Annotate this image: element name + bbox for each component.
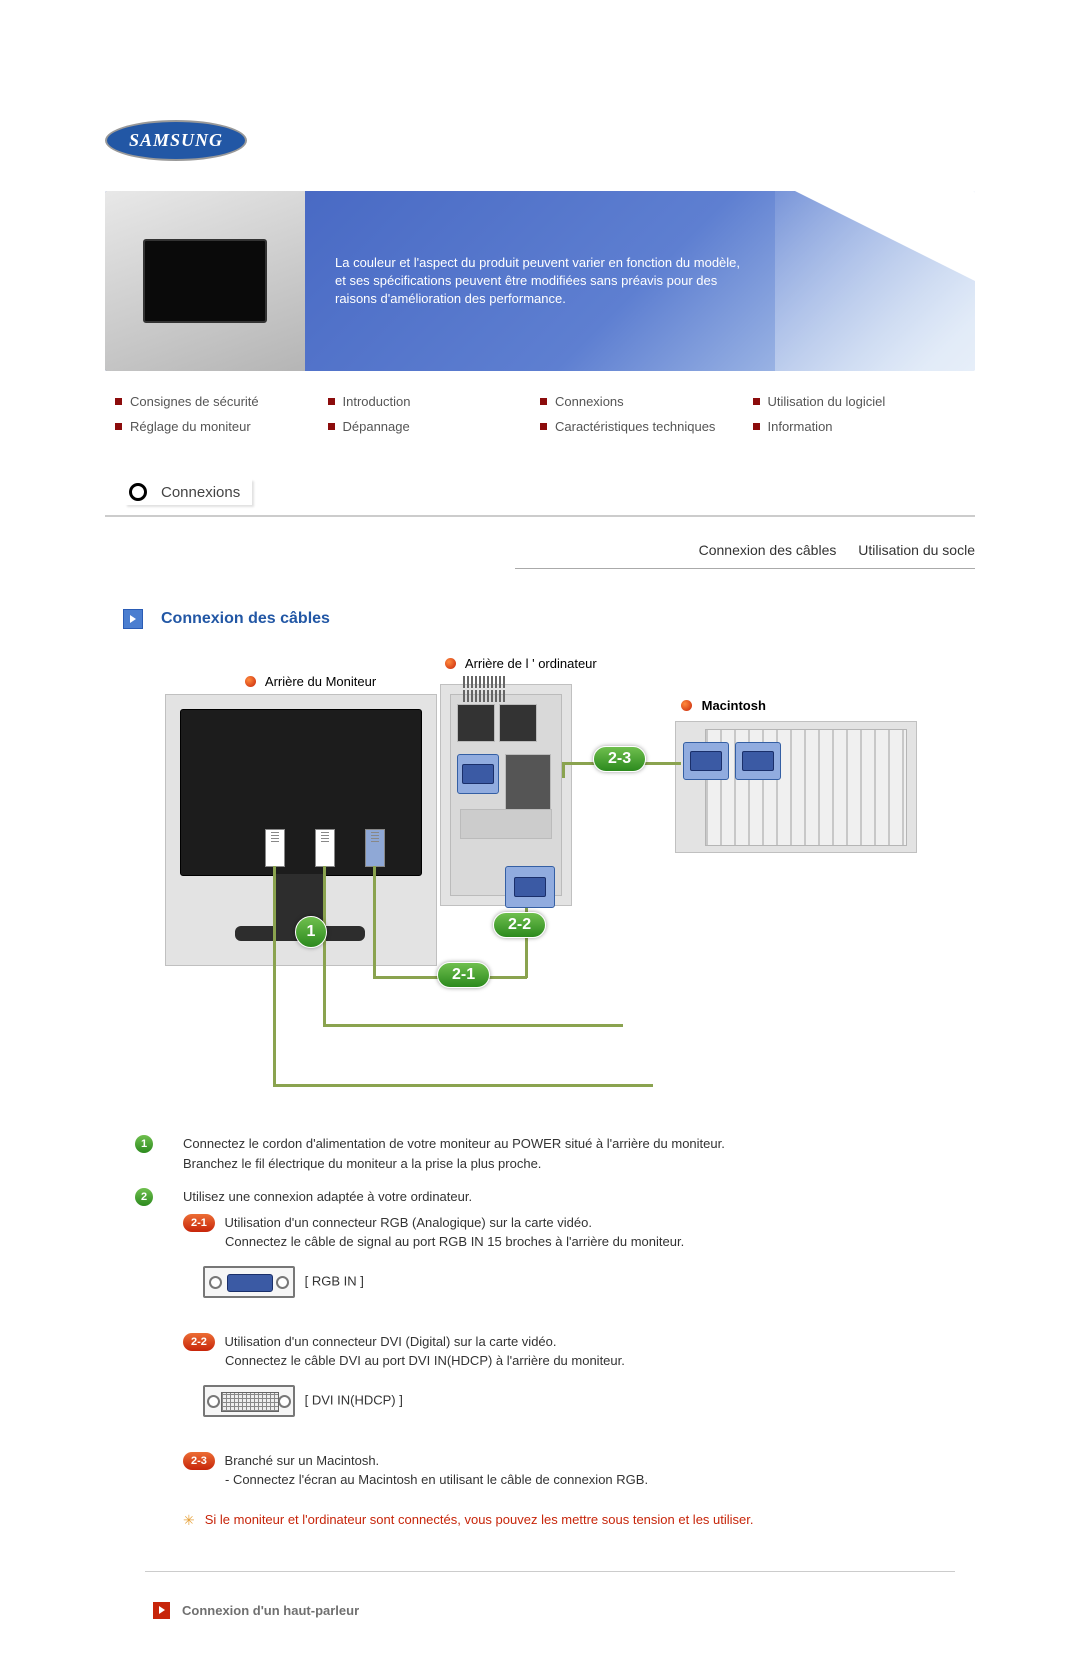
instructions: 1 Connectez le cordon d'alimentation de …: [105, 1134, 975, 1531]
step-2-2-line-1: Utilisation d'un connecteur DVI (Digital…: [225, 1334, 557, 1349]
breadcrumb: Connexions: [125, 479, 252, 505]
nav-item-monitor-adjust[interactable]: Réglage du moniteur: [115, 414, 328, 439]
dvi-connector-icon: [203, 1385, 295, 1417]
red-dot-icon: [245, 676, 256, 687]
subnav: Connexion des câbles Utilisation du socl…: [515, 517, 975, 569]
step-1-line-2: Branchez le fil électrique du moniteur a…: [183, 1154, 965, 1174]
subnav-cables[interactable]: Connexion des câbles: [699, 542, 837, 558]
dvi-connector-label: [ DVI IN(HDCP) ]: [305, 1392, 403, 1407]
step-badge-1: 1: [135, 1135, 153, 1153]
sub-badge-2-3: 2-3: [183, 1452, 215, 1471]
badge-2-2: 2-2: [493, 912, 546, 938]
nav-item-safety[interactable]: Consignes de sécurité: [115, 389, 328, 414]
badge-2-1: 2-1: [437, 962, 490, 988]
sub-badge-2-2: 2-2: [183, 1333, 215, 1352]
section-arrow-icon: [123, 609, 143, 629]
nav: Consignes de sécurité Introduction Conne…: [105, 371, 975, 449]
breadcrumb-marker-icon: [129, 483, 147, 501]
note-star-icon: ✳: [183, 1510, 195, 1531]
step-1-line-1: Connectez le cordon d'alimentation de vo…: [183, 1134, 965, 1154]
banner-monitor-image: [105, 191, 305, 371]
red-dot-icon: [445, 658, 456, 669]
step-2-3-line-2: - Connectez l'écran au Macintosh en util…: [183, 1470, 965, 1490]
nav-item-software[interactable]: Utilisation du logiciel: [753, 389, 966, 414]
red-dot-icon: [681, 700, 692, 711]
step-2-intro: Utilisez une connexion adaptée à votre o…: [183, 1187, 965, 1207]
subnav-stand[interactable]: Utilisation du socle: [858, 542, 975, 558]
breadcrumb-label: Connexions: [161, 484, 240, 501]
banner: La couleur et l'aspect du produit peuven…: [105, 191, 975, 371]
step-2-3-line-1: Branché sur un Macintosh.: [225, 1453, 380, 1468]
logo-text: SAMSUNG: [105, 120, 247, 161]
footer-arrow-icon: [153, 1602, 170, 1619]
logo: SAMSUNG: [105, 120, 975, 161]
nav-item-specs[interactable]: Caractéristiques techniques: [540, 414, 753, 439]
step-2-1-line-1: Utilisation d'un connecteur RGB (Analogi…: [225, 1215, 592, 1230]
step-2-1-line-2: Connectez le câble de signal au port RGB…: [183, 1232, 965, 1252]
nav-item-introduction[interactable]: Introduction: [328, 389, 541, 414]
mac-label: Macintosh: [681, 698, 766, 713]
nav-item-troubleshooting[interactable]: Dépannage: [328, 414, 541, 439]
rgb-connector-label: [ RGB IN ]: [305, 1273, 364, 1288]
nav-item-information[interactable]: Information: [753, 414, 966, 439]
footer-section-title: Connexion d'un haut-parleur: [182, 1603, 359, 1618]
note-text: Si le moniteur et l'ordinateur sont conn…: [205, 1510, 754, 1531]
monitor-label: Arrière du Moniteur: [245, 674, 376, 689]
rgb-connector-icon: [203, 1266, 295, 1298]
badge-1: 1: [295, 916, 327, 948]
nav-item-connections[interactable]: Connexions: [540, 389, 753, 414]
step-badge-2: 2: [135, 1188, 153, 1206]
pc-label: Arrière de l ' ordinateur: [445, 656, 597, 671]
section-title: Connexion des câbles: [161, 610, 330, 628]
badge-2-3: 2-3: [593, 746, 646, 772]
step-2-2-line-2: Connectez le câble DVI au port DVI IN(HD…: [183, 1351, 965, 1371]
sub-badge-2-1: 2-1: [183, 1214, 215, 1233]
connection-diagram: Arrière du Moniteur Arrière de l ' ordin…: [165, 654, 915, 1094]
banner-text: La couleur et l'aspect du produit peuven…: [335, 254, 745, 309]
